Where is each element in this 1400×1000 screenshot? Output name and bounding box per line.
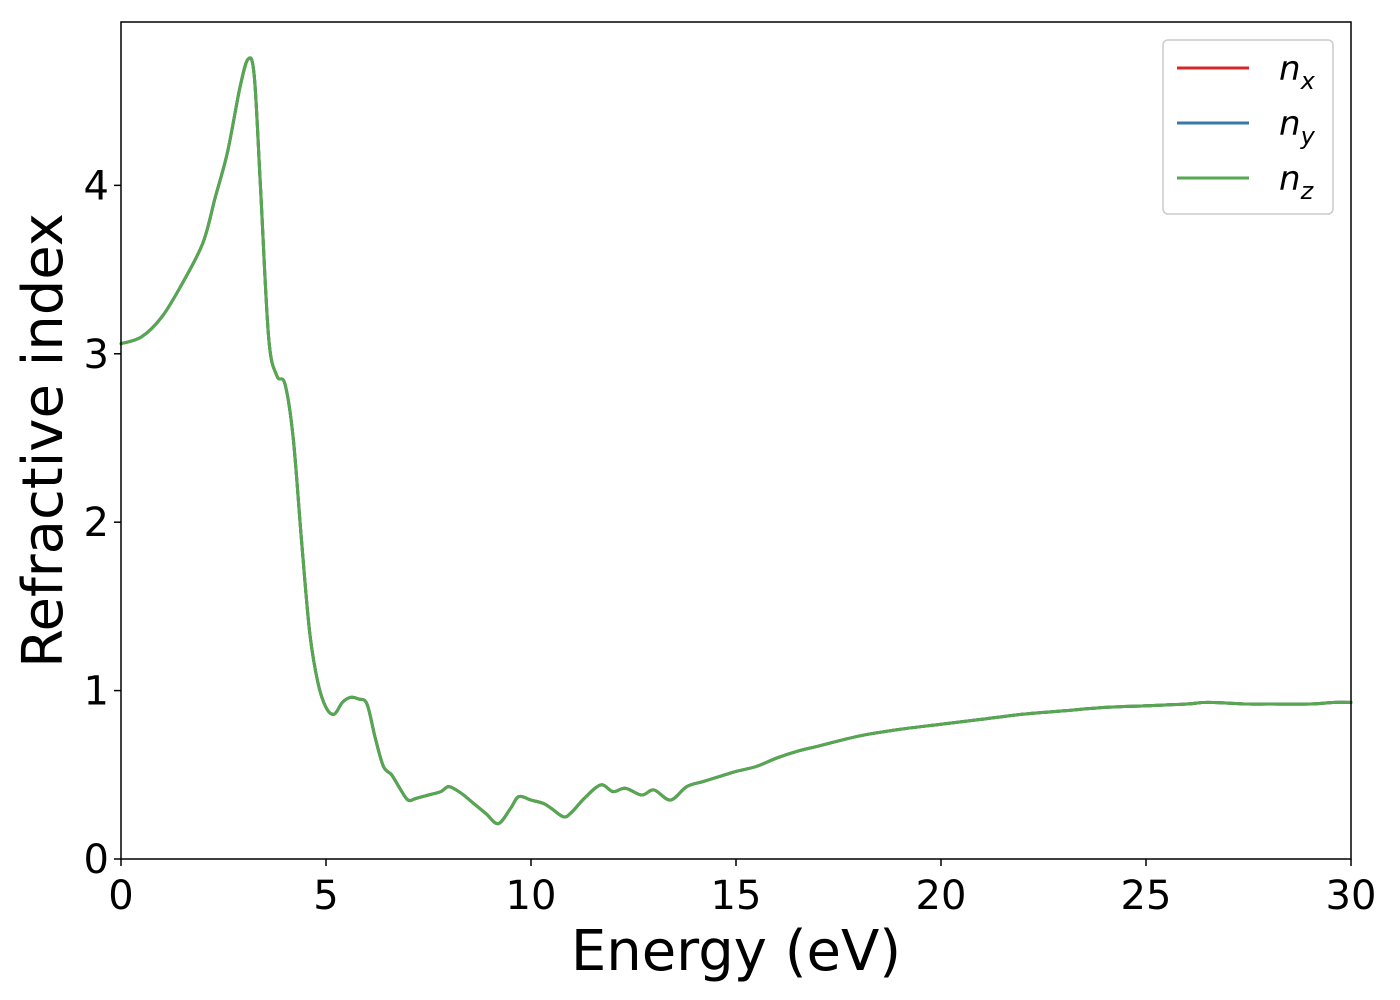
legend-label-subscript: y — [1300, 122, 1316, 150]
legend-label-subscript: z — [1300, 177, 1315, 205]
x-axis-label: Energy (eV) — [571, 919, 901, 984]
y-tick-label: 2 — [84, 500, 109, 546]
legend-label-main: n — [1279, 49, 1301, 89]
x-axis: 0 5 10 15 20 25 30 — [108, 859, 1376, 919]
legend-label-main: n — [1279, 159, 1301, 199]
y-tick-label: 0 — [84, 837, 109, 883]
x-tick-label: 15 — [711, 873, 762, 919]
y-tick-label: 1 — [84, 669, 109, 715]
y-tick-label: 3 — [84, 332, 109, 378]
series-layer — [119, 56, 1353, 826]
legend-box — [1162, 39, 1334, 215]
series-line-z — [119, 56, 1353, 826]
y-axis: 0 1 2 3 4 — [84, 163, 121, 883]
legend-label-main: n — [1279, 104, 1301, 144]
x-tick-label: 25 — [1121, 873, 1172, 919]
x-tick-label: 0 — [108, 873, 133, 919]
legend-label-subscript: x — [1300, 67, 1316, 95]
legend-entry-z: nz — [1279, 159, 1315, 205]
x-tick-label: 30 — [1326, 873, 1377, 919]
y-axis-label: Refractive index — [11, 213, 76, 668]
x-tick-label: 5 — [313, 873, 338, 919]
x-tick-label: 20 — [916, 873, 967, 919]
x-tick-label: 10 — [506, 873, 557, 919]
y-tick-label: 4 — [84, 163, 109, 209]
legend-entry-y: ny — [1279, 104, 1316, 150]
legend-entry-x: nx — [1279, 49, 1316, 95]
